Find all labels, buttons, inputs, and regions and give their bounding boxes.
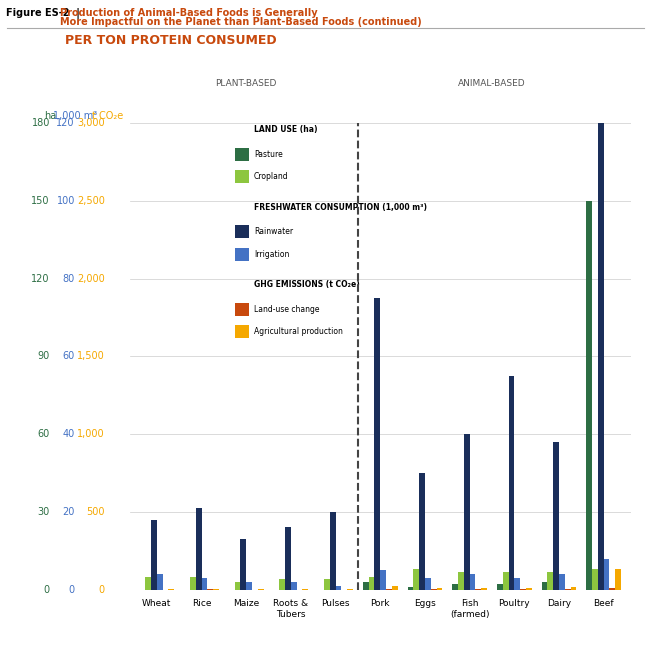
Text: 2,000: 2,000 [77, 273, 105, 284]
Bar [235, 582, 240, 590]
Bar [419, 473, 425, 590]
Text: 20: 20 [62, 507, 75, 517]
Text: Rainwater: Rainwater [254, 227, 293, 236]
Bar [285, 527, 291, 590]
Text: More Impactful on the Planet than Plant-Based Foods (continued): More Impactful on the Planet than Plant-… [60, 17, 422, 27]
Bar [541, 582, 547, 590]
Text: Irrigation: Irrigation [254, 249, 289, 259]
Text: Production of Animal-Based Foods is Generally: Production of Animal-Based Foods is Gene… [60, 8, 317, 17]
Text: Figure ES-2  |: Figure ES-2 | [6, 8, 84, 19]
Bar [235, 303, 249, 316]
Bar [571, 586, 577, 590]
Text: 40: 40 [62, 429, 75, 439]
Bar [586, 201, 592, 590]
Bar [592, 569, 598, 590]
Text: 30: 30 [38, 507, 50, 517]
Bar [363, 582, 369, 590]
Bar [196, 508, 202, 590]
Text: 80: 80 [62, 273, 75, 284]
Text: PLANT-BASED: PLANT-BASED [216, 79, 277, 88]
Text: 2,500: 2,500 [77, 196, 105, 206]
Text: Cropland: Cropland [254, 172, 289, 181]
Text: 1,000 m³: 1,000 m³ [53, 111, 97, 121]
Bar [246, 582, 252, 590]
Text: GHG EMISSIONS (t CO₂e): GHG EMISSIONS (t CO₂e) [254, 281, 360, 290]
Bar [598, 0, 604, 590]
Bar [330, 512, 335, 590]
Bar [157, 574, 162, 590]
Bar [437, 588, 443, 590]
Bar [520, 589, 526, 590]
Bar [240, 539, 246, 590]
Text: 60: 60 [62, 351, 75, 362]
Bar [431, 589, 437, 590]
Bar [553, 442, 559, 590]
Bar [235, 325, 249, 338]
Bar [386, 589, 392, 590]
Text: 500: 500 [86, 507, 105, 517]
Bar [565, 589, 571, 590]
Text: PER TON PROTEIN CONSUMED: PER TON PROTEIN CONSUMED [65, 34, 277, 47]
Bar [380, 570, 386, 590]
Bar [235, 148, 249, 161]
Text: Pasture: Pasture [254, 150, 283, 159]
Bar [235, 170, 249, 183]
Text: 120: 120 [31, 273, 50, 284]
Bar [464, 434, 469, 590]
Text: 0: 0 [69, 584, 75, 595]
Text: FRESHWATER CONSUMPTION (1,000 m³): FRESHWATER CONSUMPTION (1,000 m³) [254, 203, 427, 212]
Text: t CO₂e: t CO₂e [92, 111, 123, 121]
Text: 90: 90 [38, 351, 50, 362]
Bar [469, 574, 475, 590]
Bar [502, 572, 508, 590]
Text: ha: ha [44, 111, 56, 121]
Bar [235, 248, 249, 260]
Bar [413, 569, 419, 590]
Bar [497, 584, 502, 590]
Text: 1,000: 1,000 [77, 429, 105, 439]
Bar [374, 298, 380, 590]
Text: 150: 150 [31, 196, 50, 206]
Text: Agricultural production: Agricultural production [254, 327, 343, 336]
Bar [408, 587, 413, 590]
Bar [481, 588, 487, 590]
Bar [235, 226, 249, 238]
Text: ANIMAL-BASED: ANIMAL-BASED [458, 79, 526, 88]
Bar [392, 586, 398, 590]
Text: Land-use change: Land-use change [254, 305, 320, 314]
Bar [559, 574, 565, 590]
Bar [335, 586, 341, 590]
Bar [151, 520, 157, 590]
Bar [514, 578, 520, 590]
Bar [324, 579, 330, 590]
Bar [458, 572, 464, 590]
Text: 0: 0 [99, 584, 105, 595]
Bar [369, 577, 374, 590]
Text: 180: 180 [32, 118, 50, 128]
Text: 1,500: 1,500 [77, 351, 105, 362]
Text: 120: 120 [57, 118, 75, 128]
Bar [190, 577, 196, 590]
Bar [145, 577, 151, 590]
Bar [610, 588, 616, 590]
Text: 100: 100 [57, 196, 75, 206]
Text: 60: 60 [38, 429, 50, 439]
Bar [202, 578, 207, 590]
Bar [475, 588, 481, 590]
Text: 3,000: 3,000 [77, 118, 105, 128]
Bar [425, 578, 431, 590]
Bar [508, 376, 514, 590]
Bar [280, 579, 285, 590]
Text: 0: 0 [44, 584, 50, 595]
Bar [291, 582, 296, 590]
Bar [547, 572, 553, 590]
Bar [526, 588, 532, 590]
Bar [452, 584, 458, 590]
Text: LAND USE (ha): LAND USE (ha) [254, 126, 318, 134]
Bar [604, 559, 610, 590]
Bar [616, 570, 621, 590]
